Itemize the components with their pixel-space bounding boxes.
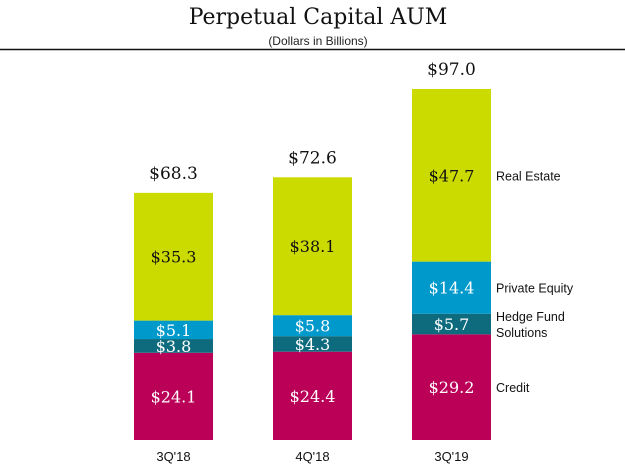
- segment-value-label: $38.1: [290, 237, 336, 256]
- chart-title: Perpetual Capital AUM: [189, 5, 448, 30]
- total-value-label: $68.3: [149, 164, 198, 184]
- bar-segment-private-equity: [134, 320, 213, 340]
- segment-value-label: $29.2: [429, 378, 475, 397]
- legend-item-hedge-fund-solutions: Hedge Fund Solutions: [496, 310, 565, 340]
- segment-value-label: $47.7: [429, 166, 475, 185]
- legend-item-real-estate: Real Estate: [496, 169, 561, 183]
- bar-segment-private-equity: [412, 261, 491, 314]
- bar-segment-credit: [134, 352, 213, 440]
- segment-value-label: $24.1: [151, 387, 197, 406]
- bar-segment-credit: [273, 351, 352, 440]
- chart-subtitle: (Dollars in Billions): [268, 34, 367, 48]
- bar-segment-real-estate: [273, 177, 352, 316]
- segment-value-label: $5.1: [156, 321, 192, 340]
- segment-value-label: $24.4: [290, 387, 336, 406]
- segment-value-label: $4.3: [295, 335, 331, 354]
- x-tick-label: 3Q'18: [156, 449, 190, 464]
- segment-value-label: $14.4: [429, 279, 475, 298]
- legend-item-private-equity: Private Equity: [496, 282, 574, 296]
- bar-segment-hedge-fund-solutions: [273, 336, 352, 352]
- bar-segment-credit: [412, 334, 491, 440]
- bar-segment-hedge-fund-solutions: [134, 339, 213, 353]
- total-value-label: $97.0: [427, 60, 476, 80]
- segment-value-label: $35.3: [151, 248, 197, 267]
- bar-segment-private-equity: [273, 315, 352, 337]
- segment-value-label: $3.8: [156, 337, 192, 356]
- bar-segment-hedge-fund-solutions: [412, 313, 491, 335]
- legend-item-credit: Credit: [496, 381, 530, 395]
- bar-segment-real-estate: [134, 192, 213, 321]
- x-tick-label: 4Q'18: [295, 449, 329, 464]
- segment-value-label: $5.7: [434, 315, 470, 334]
- labels-group: $24.1$3.8$5.1$35.3$68.33Q'18$24.4$4.3$5.…: [149, 60, 476, 464]
- legend-group: Credit Hedge Fund Solutions Private Equity R…: [496, 169, 574, 395]
- bar-segment-real-estate: [412, 89, 491, 262]
- total-value-label: $72.6: [288, 148, 337, 168]
- bars-group: [134, 89, 491, 440]
- x-tick-label: 3Q'19: [434, 449, 468, 464]
- segment-value-label: $5.8: [295, 317, 331, 336]
